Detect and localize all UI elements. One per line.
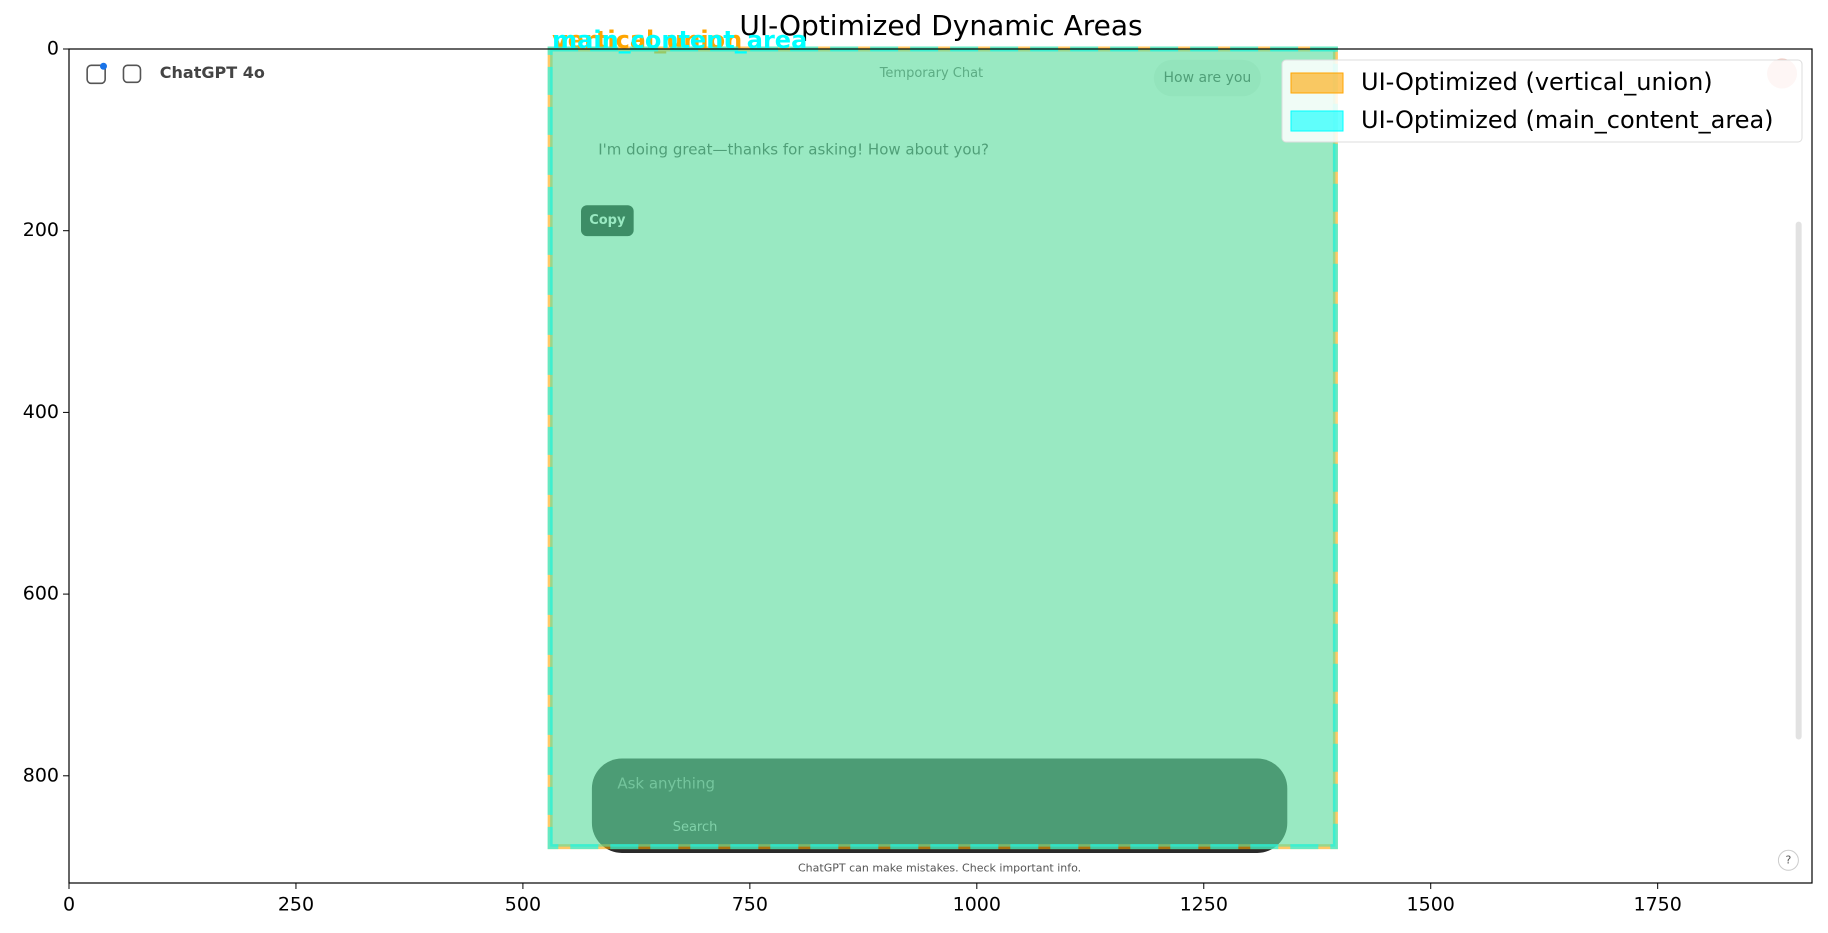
y-tick-label: 200 [23,219,59,241]
x-tick-label: 500 [505,894,541,916]
scrollbar [1795,221,1802,740]
help-button: ? [1785,853,1791,866]
input-placeholder: Ask anything [617,774,715,792]
region-label: main_content_area [552,26,807,54]
legend-swatch [1290,72,1344,94]
assistant-message: I'm doing great—thanks for asking! How a… [598,140,989,158]
footer-note: ChatGPT can make mistakes. Check importa… [798,861,1081,874]
x-tick-label: 1500 [1407,894,1455,916]
model-name: ChatGPT 4o [160,63,265,82]
legend-swatch [1290,110,1344,132]
notification-dot [99,62,107,70]
legend-box [1281,59,1803,143]
x-tick-label: 1750 [1633,894,1681,916]
x-tick-label: 1000 [953,894,1001,916]
legend-label: UI-Optimized (main_content_area) [1361,106,1774,134]
y-tick-label: 800 [23,764,59,786]
temporary-chat: Temporary Chat [879,66,983,81]
screenshot-background [69,49,1812,883]
y-tick-label: 400 [23,401,59,423]
x-tick-label: 750 [732,894,768,916]
x-tick-label: 1250 [1180,894,1228,916]
screenshot: ChatGPT 4o Temporary Chat How are you I'm d… [69,49,1812,883]
x-tick-label: 250 [278,894,314,916]
chart-title: UI-Optimized Dynamic Areas [739,9,1142,42]
x-tick-label: 0 [63,894,75,916]
user-bubble [1153,59,1261,97]
tooltip: Copy [589,213,626,228]
sidebar-icon [86,64,106,85]
tooltip-box [581,205,634,237]
search-button: Search [673,820,718,835]
region [547,46,1338,850]
y-tick-label: 0 [47,38,59,60]
axes-frame [68,48,1813,884]
legend-label: UI-Optimized (vertical_union) [1361,68,1713,96]
y-tick-label: 600 [23,583,59,605]
help-circle [1777,849,1799,871]
input-box [591,758,1288,853]
new-chat-icon [122,64,142,84]
user-message: How are you [1163,70,1251,86]
